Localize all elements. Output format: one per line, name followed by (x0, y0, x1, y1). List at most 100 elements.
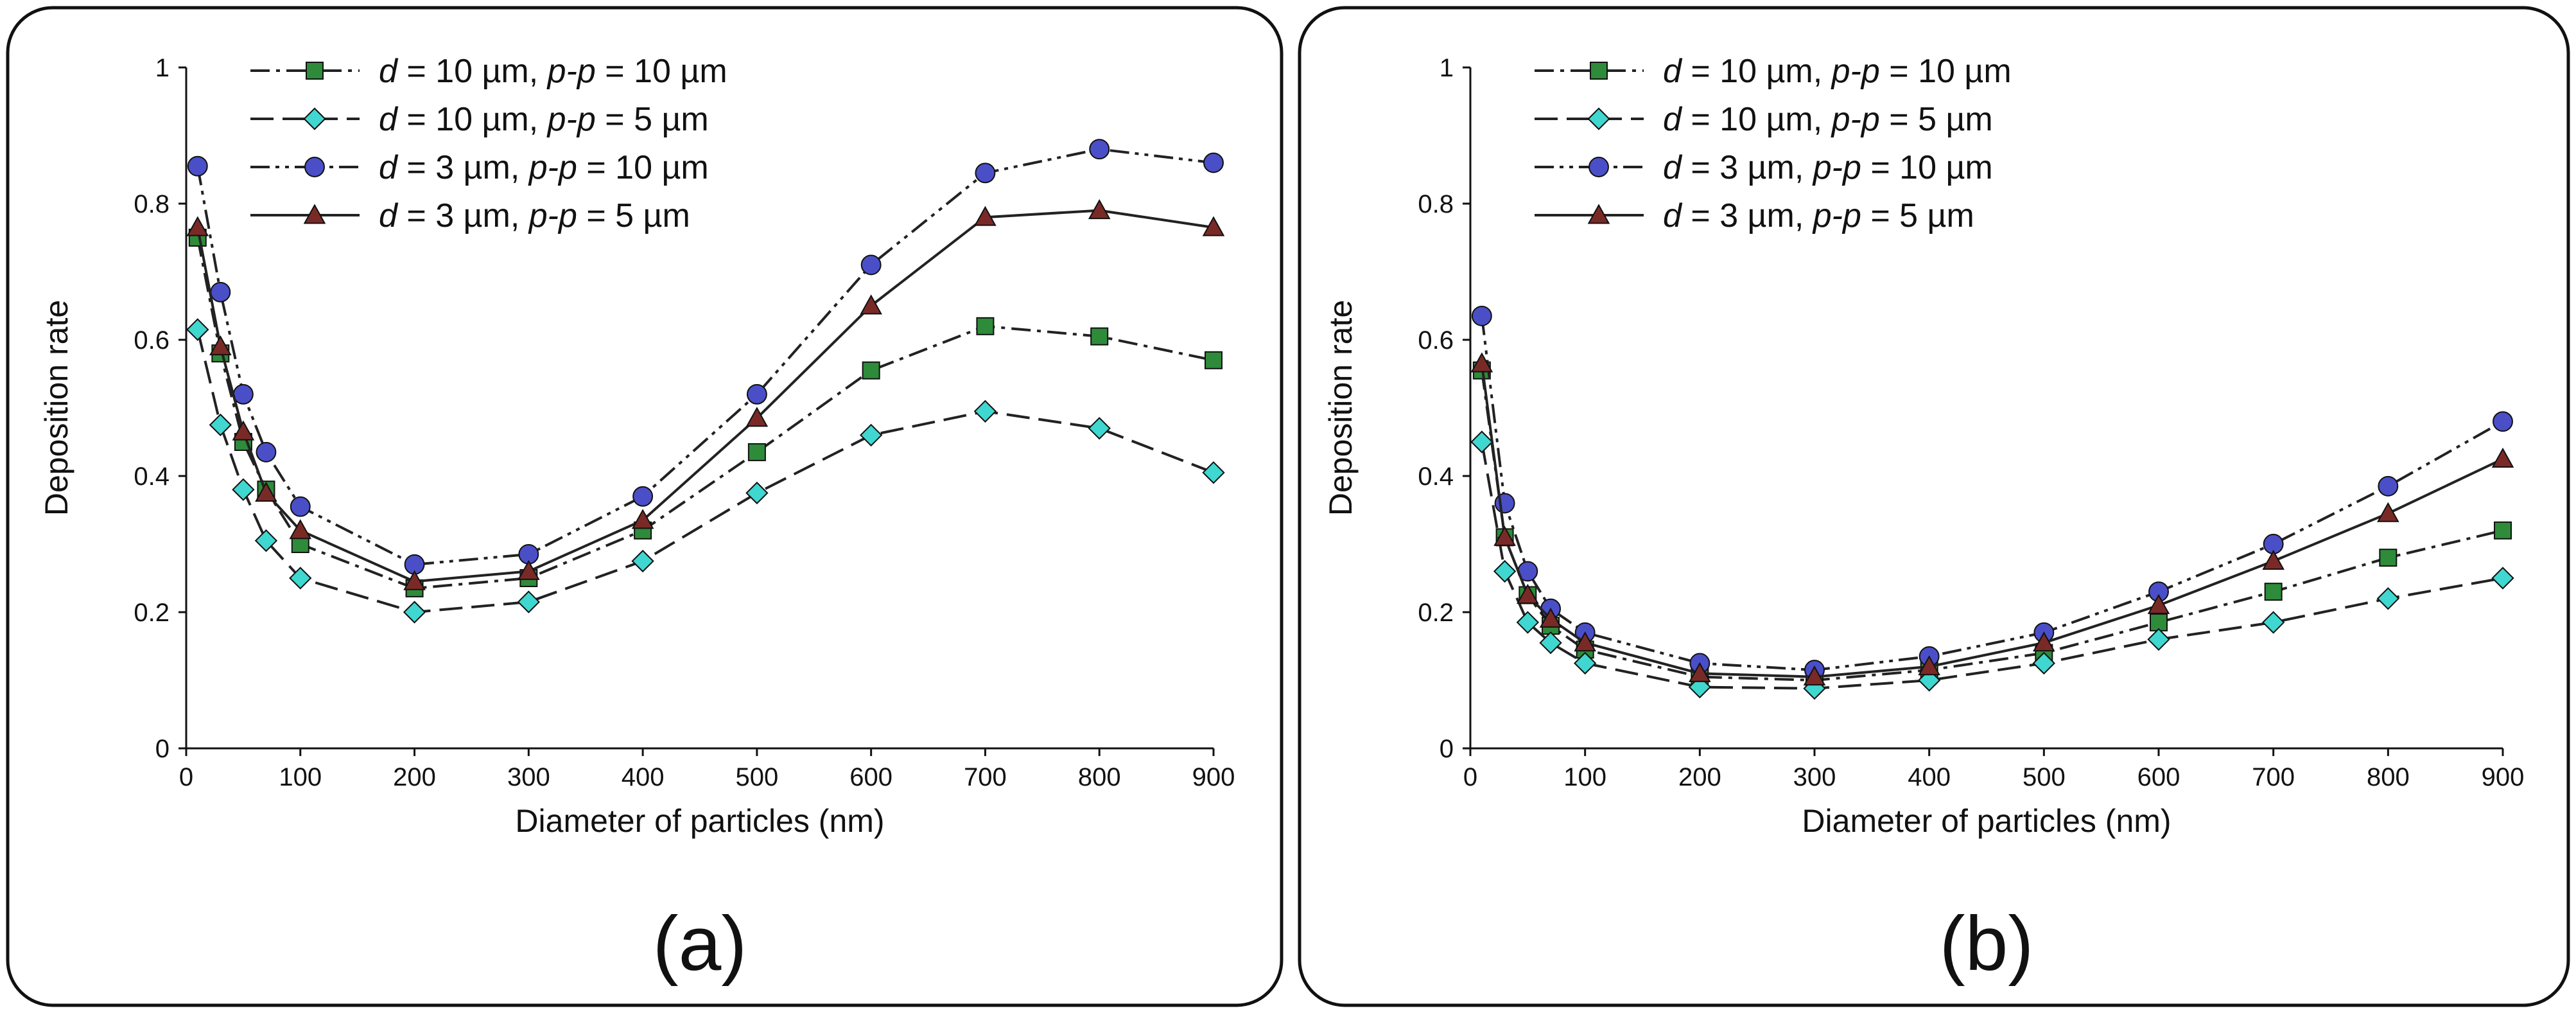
legend-marker (1588, 157, 1609, 177)
x-tick-label: 100 (1563, 763, 1606, 791)
series-2-point (860, 254, 882, 276)
x-tick-label: 300 (1793, 763, 1836, 791)
series-1-point (209, 413, 232, 437)
series-3-point (745, 407, 769, 427)
series-2-point (975, 163, 996, 184)
series-3-point (2262, 549, 2284, 570)
legend-marker (1590, 62, 1608, 80)
series-1-point (1470, 430, 1493, 454)
series-2-point (746, 383, 767, 405)
x-tick-label: 200 (393, 763, 436, 791)
series-1-point (403, 601, 426, 624)
y-axis-title: Deposition rate (39, 300, 74, 516)
legend-entry-0: d = 10 µm, p-p = 10 µm (250, 53, 727, 90)
series-3-point (2033, 631, 2055, 652)
legend-entry-1: d = 10 µm, p-p = 5 µm (1535, 101, 1993, 138)
series-1-point (1516, 611, 1539, 634)
legend-entry-2: d = 3 µm, p-p = 10 µm (1535, 149, 1993, 186)
series-3-point (1517, 583, 1539, 604)
legend-marker (303, 204, 326, 224)
series-2-point (1494, 493, 1515, 514)
series-0-point (862, 361, 880, 380)
series-3-point (1918, 655, 1940, 676)
series-3-point (1689, 662, 1711, 682)
y-tick-label: 0.2 (1418, 599, 1454, 627)
series-3-point (1493, 525, 1516, 546)
series-3-point (1088, 198, 1111, 220)
series-1-point (232, 478, 255, 501)
legend-label: d = 3 µm, p-p = 10 µm (379, 149, 709, 186)
series-3-point (518, 559, 540, 580)
series-1-point (1493, 559, 1517, 583)
series-1-point (289, 567, 312, 590)
series-3-point (974, 206, 996, 226)
series-1 (1470, 430, 2514, 700)
panel-b-chart: 0 100 200 300 400 500 600 700 800 900 0 0.2 0.4 0.6 0.… (1298, 6, 2570, 1007)
legend-entry-1: d = 10 µm, p-p = 5 µm (250, 101, 709, 138)
series-0-point (1090, 327, 1109, 346)
legend-label: d = 10 µm, p-p = 5 µm (379, 101, 709, 138)
series-2-point (2493, 411, 2513, 432)
x-tick-label: 0 (179, 763, 193, 791)
legend-label: d = 3 µm, p-p = 5 µm (1663, 197, 1974, 234)
y-tick-label: 0 (155, 735, 170, 763)
x-tick-label: 700 (964, 763, 1007, 791)
series-2-point (290, 496, 311, 517)
x-tick-label: 600 (849, 763, 892, 791)
series-3-point (1470, 352, 1493, 373)
y-tick-label: 0.6 (1418, 326, 1454, 355)
series-3 (1470, 352, 2514, 686)
x-tick-label: 500 (736, 763, 779, 791)
series-3-point (2147, 594, 2170, 614)
legend: d = 10 µm, p-p = 10 µm d = 10 µm, p-p = 5… (250, 53, 727, 234)
series-1-point (2491, 567, 2514, 590)
panel-label: (a) (653, 901, 747, 987)
series-0-point (2264, 583, 2283, 601)
series-0-point (2150, 613, 2168, 631)
legend-entry-0: d = 10 µm, p-p = 10 µm (1535, 53, 2012, 90)
series-2-point (632, 486, 654, 507)
legend-label: d = 10 µm, p-p = 10 µm (1663, 53, 2012, 90)
y-tick-label: 0.8 (134, 190, 170, 218)
legend-marker (304, 157, 325, 177)
x-tick-label: 900 (2482, 763, 2525, 791)
series-0-point (976, 317, 995, 335)
series-1-point (2032, 651, 2055, 675)
series-1-point (1539, 631, 1562, 655)
series-1-point (1088, 417, 1111, 440)
series-3 (186, 198, 1225, 590)
x-axis-title: Diameter of particles (nm) (1802, 803, 2171, 839)
legend-marker (1587, 204, 1610, 224)
series-1-point (186, 318, 209, 341)
y-tick-label: 0.8 (1418, 190, 1454, 218)
x-tick-label: 900 (1192, 763, 1235, 791)
y-tick-label: 1 (155, 54, 170, 82)
x-tick-label: 500 (2023, 763, 2066, 791)
series-3-point (255, 481, 277, 502)
series-1 (186, 318, 1225, 624)
legend-label: d = 3 µm, p-p = 10 µm (1663, 149, 1993, 186)
series-2-point (210, 281, 231, 303)
series-1-point (2376, 587, 2399, 610)
series-1-point (2147, 628, 2170, 651)
y-axis-title: Deposition rate (1323, 300, 1359, 516)
legend: d = 10 µm, p-p = 10 µm d = 10 µm, p-p = 5… (1535, 53, 2012, 234)
legend-entry-3: d = 3 µm, p-p = 5 µm (1535, 197, 1974, 234)
x-tick-label: 200 (1678, 763, 1721, 791)
y-tick-label: 0.4 (1418, 462, 1454, 491)
x-tick-label: 800 (2367, 763, 2410, 791)
series-2-point (2378, 475, 2399, 497)
series-3-point (860, 294, 882, 315)
series-3-point (209, 335, 232, 356)
x-tick-label: 0 (1463, 763, 1477, 791)
series-3-point (1539, 607, 1562, 628)
series-3-point (186, 216, 209, 236)
x-tick-label: 800 (1078, 763, 1121, 791)
series-3-point (289, 519, 312, 540)
series-3-point (232, 420, 255, 441)
legend-marker (1587, 107, 1610, 130)
legend-label: d = 10 µm, p-p = 10 µm (379, 53, 727, 90)
series-2-point (1203, 152, 1224, 173)
series-1-point (860, 423, 883, 447)
